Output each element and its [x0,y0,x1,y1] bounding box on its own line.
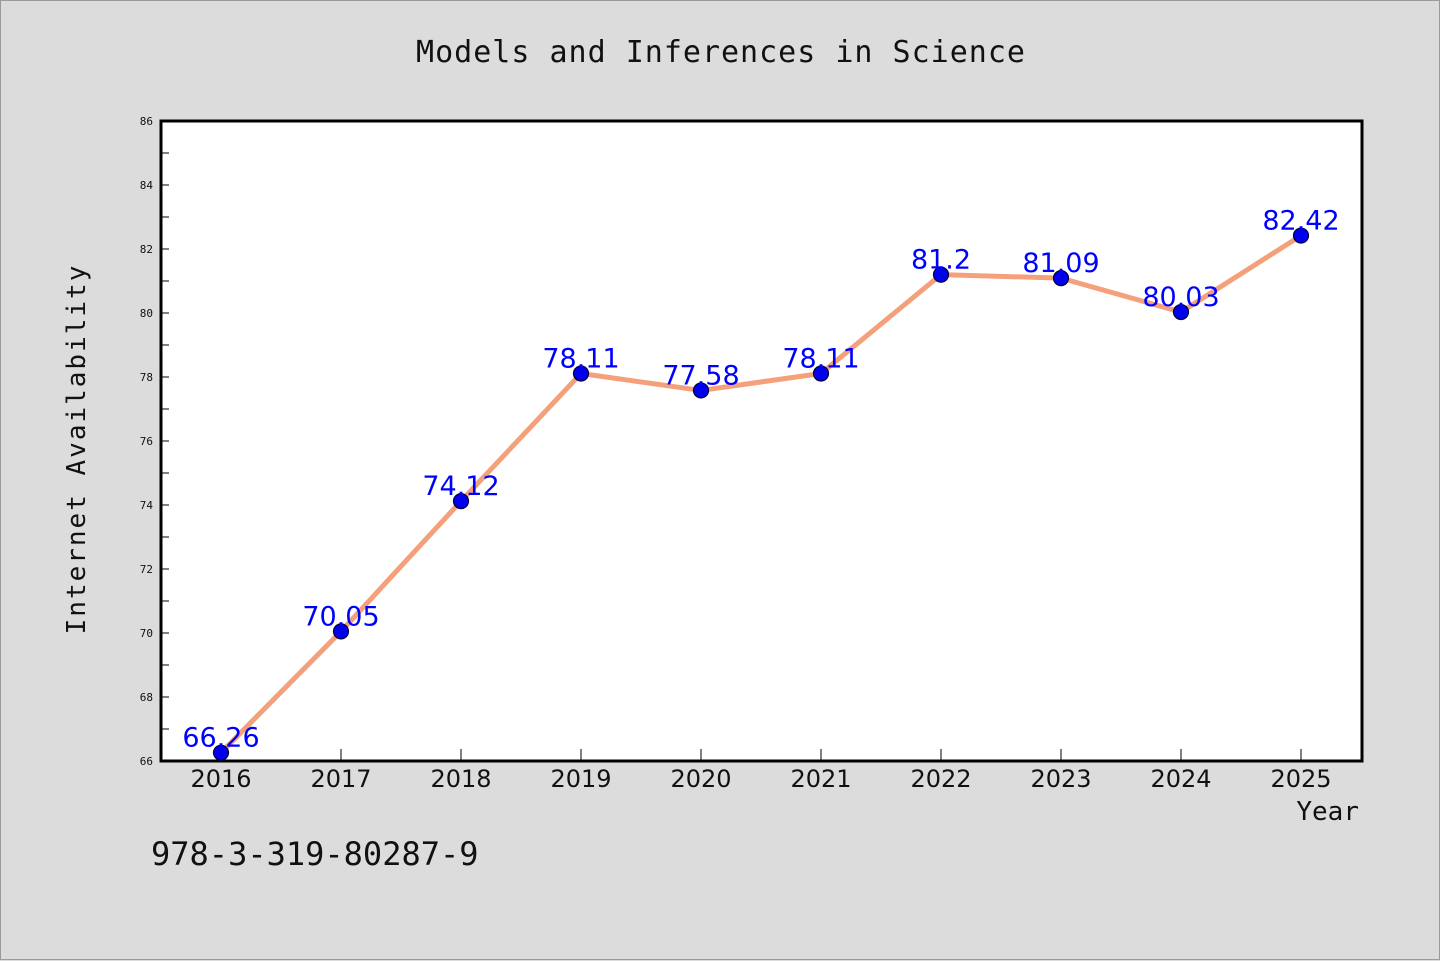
y-tick-label: 70 [140,627,153,640]
data-point [452,493,470,510]
data-label: 78.11 [782,343,859,374]
y-tick-label: 86 [140,115,153,128]
x-tick-label: 2022 [910,765,971,793]
data-label: 77.58 [662,360,739,391]
data-label: 70.05 [302,601,379,632]
data-label: 81.2 [911,245,971,276]
data-label: 82.42 [1262,206,1339,237]
data-label: 74.12 [422,471,499,502]
data-label: 78.11 [542,343,619,374]
x-tick-label: 2020 [670,765,731,793]
data-labels: 66.26 70.05 74.12 78.11 77.58 78.11 81.2 81.09 8… [182,206,1339,754]
chart-title: Models and Inferences in Science [416,35,1026,70]
x-tick-label: 2025 [1270,765,1331,793]
x-tick-label: 2017 [310,765,371,793]
data-point [572,365,590,382]
y-axis: 66 68 70 72 74 76 78 80 82 84 86 [140,115,169,768]
y-axis-label: Internet Availability [62,263,92,635]
x-tick-label: 2016 [190,765,251,793]
x-tick-label: 2023 [1030,765,1091,793]
x-axis: 2016 2017 2018 2019 2020 2021 2022 2023 2024 2025 [190,749,1332,793]
data-point [932,266,950,283]
y-tick-label: 74 [140,499,154,512]
data-point [1292,227,1310,244]
x-tick-label: 2018 [430,765,491,793]
x-tick-label: 2019 [550,765,611,793]
data-point [692,382,710,399]
y-tick-label: 76 [140,435,153,448]
y-tick-label: 82 [140,243,153,256]
x-tick-label: 2024 [1150,765,1211,793]
footer-id-text: 978-3-319-80287-9 [151,835,479,873]
data-label: 66.26 [182,723,259,754]
data-point [1052,270,1070,287]
data-label: 80.03 [1142,282,1219,313]
x-axis-label: Year [1296,797,1359,827]
y-tick-label: 72 [140,563,153,576]
data-label: 81.09 [1022,248,1099,279]
x-tick-label: 2021 [790,765,851,793]
data-point [332,623,350,640]
y-tick-label: 84 [140,179,154,192]
data-point [1172,303,1190,321]
data-points [212,227,1310,761]
y-tick-label: 80 [140,307,153,320]
plot-area [159,119,1364,763]
series-line [218,233,1304,756]
data-point [212,744,230,761]
data-point [812,365,830,382]
y-tick-label: 68 [140,691,153,704]
y-tick-label: 78 [140,371,153,384]
y-tick-label: 66 [140,755,153,768]
